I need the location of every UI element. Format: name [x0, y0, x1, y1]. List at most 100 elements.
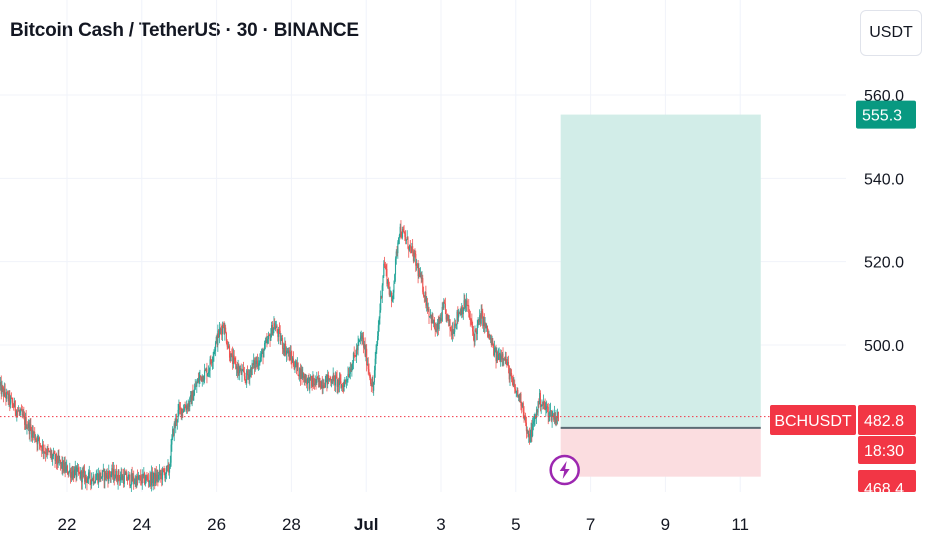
candle-body — [382, 276, 384, 286]
candle-body — [234, 357, 236, 361]
candle-body — [189, 397, 191, 407]
candle-body — [359, 337, 361, 340]
candle-body — [496, 352, 498, 362]
candle-body — [180, 407, 182, 417]
candle-body — [161, 473, 163, 480]
candle-body — [6, 391, 8, 399]
candle-body — [84, 470, 86, 482]
candle-body — [462, 309, 464, 315]
candle-body — [370, 384, 372, 386]
candle-body — [373, 382, 375, 391]
candle-body — [154, 473, 157, 484]
candle-body — [392, 292, 394, 297]
candle-body — [554, 412, 556, 423]
candle-body — [396, 251, 398, 254]
candle-body — [411, 246, 413, 248]
candle-body — [550, 410, 552, 421]
candle-body — [246, 370, 249, 376]
candle-body — [277, 331, 279, 337]
candle-body — [17, 411, 19, 412]
candle-body — [516, 390, 518, 391]
candle-body — [283, 348, 285, 353]
candle-body — [77, 467, 79, 473]
candle-body — [145, 476, 147, 482]
candle-body — [178, 405, 180, 410]
candle-body — [532, 423, 534, 437]
candle-body — [131, 473, 133, 482]
candle-body — [258, 363, 260, 364]
candle-body — [375, 349, 377, 359]
candle-body — [101, 470, 104, 477]
candle-body — [169, 462, 171, 468]
candle-body — [300, 369, 302, 379]
candle-body — [517, 390, 519, 398]
candle-body — [433, 319, 435, 324]
candle-body — [389, 293, 391, 295]
candle-body — [271, 324, 273, 335]
candle-body — [403, 231, 405, 234]
candle-body — [310, 376, 312, 382]
candle-body — [123, 476, 125, 484]
candle-body — [203, 379, 205, 382]
candle-body — [432, 315, 434, 324]
candle-body — [109, 474, 111, 477]
candle-body — [155, 473, 157, 481]
candle-body — [298, 375, 300, 377]
candle-body — [347, 373, 349, 380]
target-zone — [560, 114, 761, 428]
candle-body — [50, 453, 52, 456]
candle-body — [434, 328, 436, 331]
candle-body — [514, 383, 516, 389]
candle-body — [106, 473, 108, 476]
candle-body — [510, 372, 512, 374]
candle-body — [453, 331, 455, 334]
candle-body — [42, 444, 44, 453]
candle-body — [451, 330, 453, 336]
candle-body — [101, 476, 103, 479]
candle-body — [99, 472, 101, 481]
candle-body — [232, 354, 234, 364]
candle-body — [171, 438, 173, 445]
candle-body — [303, 372, 305, 379]
candle-body — [511, 373, 513, 379]
candle-body — [270, 334, 272, 341]
candle-body — [40, 445, 42, 447]
candle-body — [397, 242, 399, 254]
x-tick-label: 24 — [132, 515, 151, 534]
candle-body — [119, 477, 122, 481]
candle-body — [168, 467, 171, 473]
candle-body — [386, 268, 388, 284]
candle-body — [96, 474, 98, 478]
candle-body — [437, 322, 439, 330]
candle-body — [156, 474, 158, 481]
x-tick-label: 7 — [586, 515, 595, 534]
candle-body — [465, 305, 467, 308]
candle-body — [206, 368, 208, 377]
candle-body — [48, 450, 50, 452]
candle-body — [401, 236, 403, 238]
candle-body — [339, 377, 341, 382]
candle-body — [205, 368, 207, 371]
candle-body — [498, 354, 500, 356]
candle-body — [164, 472, 166, 479]
candle-body — [218, 329, 220, 337]
candle-body — [463, 300, 465, 310]
candle-body — [120, 474, 122, 478]
candle-body — [334, 375, 336, 386]
candle-body — [470, 319, 472, 321]
candle-body — [242, 368, 244, 371]
candle-body — [544, 404, 546, 410]
candle-body — [252, 363, 254, 365]
candle-body — [257, 363, 259, 367]
candle-body — [505, 356, 507, 364]
candle-body — [442, 306, 444, 308]
candle-body — [154, 472, 156, 484]
candle-body — [345, 380, 347, 382]
candle-body — [218, 330, 220, 337]
candle-body — [278, 329, 280, 337]
event-marker[interactable] — [549, 454, 580, 486]
currency-button[interactable]: USDT — [860, 10, 922, 56]
candle-body — [212, 356, 214, 362]
candle-body — [195, 385, 197, 387]
